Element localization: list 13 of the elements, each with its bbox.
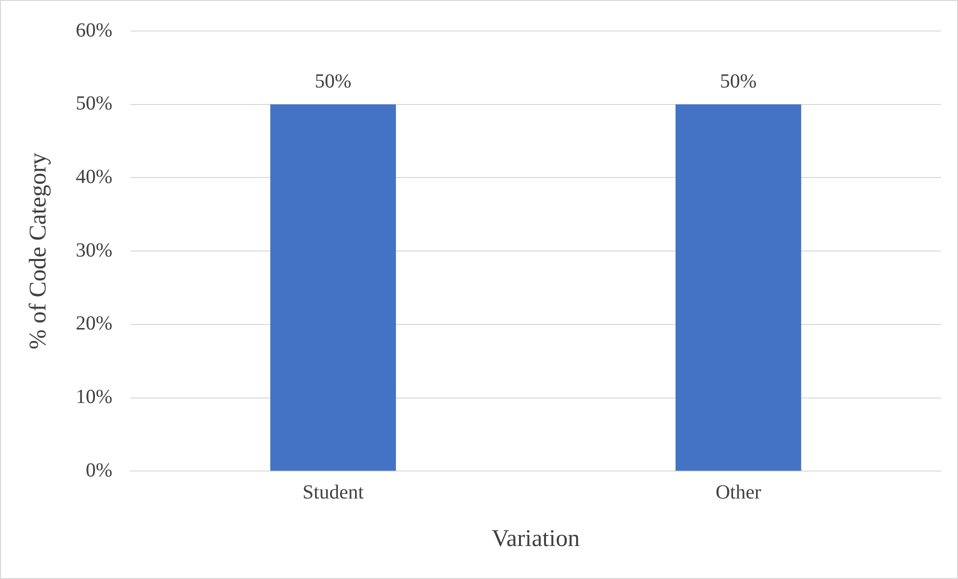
y-tick-label: 60% — [76, 19, 112, 42]
y-tick-label: 20% — [76, 312, 112, 335]
y-axis-title: % of Code Category — [26, 152, 52, 350]
data-label: 50% — [720, 70, 757, 93]
x-tick-label: Other — [716, 481, 762, 504]
y-tick-label: 0% — [86, 459, 112, 482]
y-tick-label: 40% — [76, 166, 112, 188]
data-label: 50% — [314, 70, 352, 93]
y-tick-label: 30% — [76, 239, 112, 262]
y-tick-label: 10% — [76, 386, 112, 408]
x-axis-title: Variation — [492, 526, 580, 552]
x-tick-label: Student — [302, 481, 364, 504]
y-tick-label: 50% — [76, 92, 112, 115]
